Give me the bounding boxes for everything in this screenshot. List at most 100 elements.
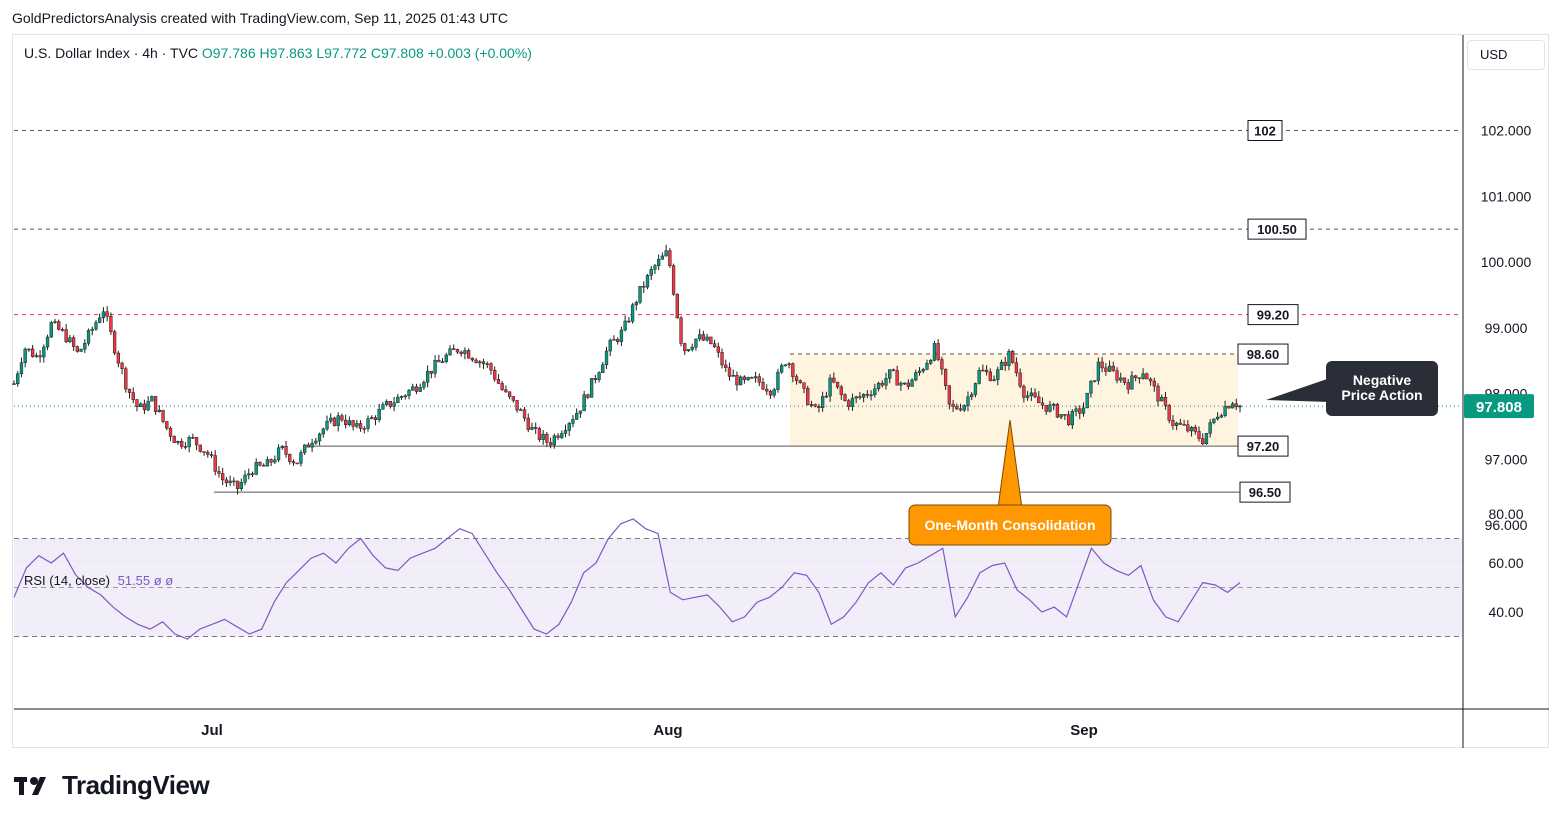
candle-body [865, 394, 870, 396]
level-label-97.20: 97.20 [1247, 439, 1280, 454]
candle-body [19, 362, 24, 374]
candle-body [1003, 361, 1007, 366]
candle-body [71, 337, 76, 347]
candle-body [515, 400, 519, 411]
candle-body [1227, 406, 1231, 409]
candle-body [1111, 365, 1115, 371]
candle-body [1018, 372, 1022, 387]
symbol-legend[interactable]: U.S. Dollar Index · 4h · TVC O97.786 H97… [24, 45, 532, 61]
candle-body [813, 404, 817, 407]
candle-body [578, 410, 583, 414]
candle-body [317, 433, 322, 442]
level-label-99.20: 99.20 [1257, 308, 1290, 323]
candle-body [731, 375, 735, 377]
candle-body [526, 417, 530, 430]
candle-body [642, 285, 646, 288]
candle-body [1137, 377, 1142, 380]
rsi-legend[interactable]: RSI (14, close) 51.55 ø ø [24, 573, 173, 588]
candle-body [645, 274, 650, 288]
candle-body [1182, 424, 1186, 426]
candle-body [690, 346, 694, 350]
candle-body [1107, 365, 1112, 372]
candle-body [802, 382, 806, 389]
candle-body [1037, 396, 1041, 404]
candle-body [489, 363, 493, 371]
candle-body [988, 371, 992, 381]
candle-body [612, 339, 616, 341]
candle-body [1152, 380, 1156, 387]
candle-body [571, 419, 575, 424]
candle-body [191, 437, 195, 439]
candle-body [131, 392, 135, 400]
candle-body [899, 382, 903, 386]
candle-body [824, 395, 829, 398]
candle-body [791, 363, 795, 377]
candle-body [567, 423, 571, 431]
candle-body [888, 369, 892, 379]
candle-body [772, 389, 776, 396]
candles-layer [12, 244, 1242, 495]
candle-body [1119, 377, 1123, 381]
candle-body [1208, 422, 1212, 434]
candle-body [437, 359, 441, 363]
currency-button[interactable]: USD [1467, 40, 1545, 70]
candle-body [314, 440, 318, 444]
candle-body [1126, 382, 1130, 390]
candle-body [910, 379, 914, 387]
candle-body [94, 322, 98, 330]
candle-body [303, 444, 307, 453]
candle-body [582, 394, 586, 412]
candle-body [828, 377, 832, 397]
candle-body [273, 459, 277, 463]
candle-body [746, 377, 750, 381]
candle-body [485, 363, 489, 365]
candle-body [127, 388, 132, 393]
candle-body [1033, 392, 1037, 398]
price-action-callout-pointer [1266, 378, 1330, 402]
tradingview-logo[interactable]: TradingView [14, 770, 210, 801]
candle-body [142, 403, 147, 411]
candle-body [120, 362, 124, 369]
candle-body [1145, 373, 1149, 380]
candle-body [906, 382, 910, 387]
candle-body [698, 334, 702, 340]
candle-body [1201, 438, 1205, 445]
candle-body [459, 351, 463, 354]
candle-body [1238, 405, 1242, 408]
candle-body [530, 427, 534, 430]
candle-body [425, 370, 430, 383]
candle-body [444, 354, 448, 362]
candle-body [1115, 370, 1119, 381]
consolidation-zone [790, 354, 1238, 447]
candle-body [168, 427, 173, 437]
candle-body [1048, 404, 1052, 412]
level-label-box-102 [1247, 120, 1283, 141]
candle-body [977, 370, 981, 384]
price-tick-label: 99.000 [1485, 320, 1528, 336]
candle-body [254, 462, 258, 475]
candle-body [1044, 404, 1048, 412]
consolidation-zone-layer [790, 354, 1238, 447]
candle-body [411, 386, 415, 391]
candle-body [139, 403, 143, 407]
candle-body [1074, 408, 1078, 412]
candle-body [958, 408, 963, 411]
candle-body [1081, 407, 1086, 414]
axes-layer: 96.00097.00098.00099.000100.000101.00010… [201, 123, 1534, 739]
candle-body [1122, 377, 1127, 383]
candle-body [705, 336, 709, 341]
candle-body [183, 446, 188, 448]
candle-body [575, 413, 579, 420]
candle-body [370, 417, 374, 419]
candle-body [914, 372, 918, 381]
tradingview-wordmark: TradingView [62, 770, 210, 800]
level-label-box-100.50 [1247, 218, 1307, 240]
candle-body [500, 383, 504, 390]
candle-body [891, 369, 896, 371]
rsi-value: 51.55 ø ø [117, 573, 174, 588]
candle-body [563, 430, 568, 434]
candle-body [1029, 392, 1033, 397]
candle-body [332, 417, 337, 426]
candle-body [466, 350, 471, 359]
